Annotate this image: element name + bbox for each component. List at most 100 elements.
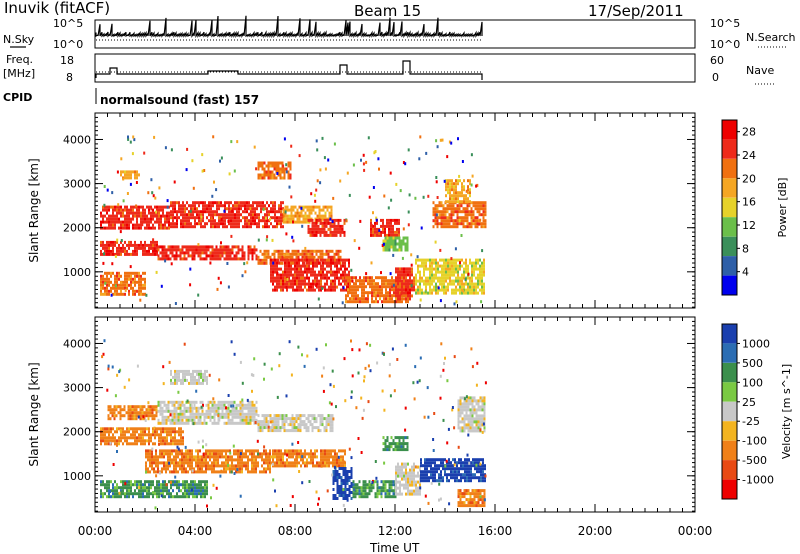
data-cell [168, 495, 170, 499]
data-cell [104, 427, 106, 431]
data-cell [450, 213, 453, 217]
data-cell [311, 218, 314, 222]
data-cell [277, 249, 280, 253]
data-cell [230, 216, 232, 220]
data-cell [330, 261, 332, 265]
data-cell [112, 243, 114, 247]
y-tick-label: 3000 [63, 178, 91, 191]
data-cell [175, 452, 177, 456]
data-cell [120, 252, 122, 256]
data-cell [236, 204, 238, 208]
data-cell [457, 279, 459, 283]
data-cell [144, 495, 146, 499]
data-cell [161, 455, 163, 459]
data-cell [230, 213, 232, 217]
data-cell [348, 258, 350, 262]
data-cell [183, 461, 185, 465]
data-cell [126, 283, 128, 287]
data-cell [302, 279, 304, 283]
data-cell [199, 248, 202, 252]
data-cell [182, 480, 184, 484]
data-cell [306, 282, 308, 286]
data-cell [239, 418, 242, 422]
data-cell [449, 273, 451, 277]
data-cell [384, 227, 386, 231]
data-cell [340, 461, 342, 465]
data-cell [156, 489, 158, 493]
data-cell [173, 449, 175, 453]
data-cell [219, 455, 221, 459]
data-cell [153, 470, 155, 474]
data-cell [330, 461, 332, 465]
data-cell [480, 204, 483, 208]
data-cell [158, 217, 160, 221]
data-cell [221, 251, 224, 255]
data-cell [203, 458, 205, 462]
data-cell [320, 449, 322, 453]
data-cell [294, 258, 296, 262]
data-cell [280, 273, 282, 277]
data-cell [265, 417, 268, 421]
data-cell [249, 400, 252, 404]
data-cell [196, 213, 198, 217]
data-cell [133, 411, 136, 415]
data-cell [170, 213, 172, 217]
data-cell [334, 273, 336, 277]
data-cell [239, 406, 242, 410]
data-cell [191, 458, 193, 462]
data-cell [315, 283, 318, 287]
data-cell [316, 455, 318, 459]
data-cell [118, 217, 120, 221]
data-cell [114, 208, 116, 212]
data-cell [181, 248, 184, 252]
data-cell [144, 246, 146, 250]
data-cell [215, 251, 218, 255]
data-cell [198, 222, 200, 226]
data-cell [312, 208, 315, 212]
data-cell [306, 276, 308, 280]
data-cell [306, 258, 308, 262]
data-cell [134, 226, 136, 230]
data-cell [308, 261, 310, 265]
data-cell [176, 213, 178, 217]
data-cell [116, 486, 118, 490]
data-cell [126, 439, 128, 443]
data-cell [206, 489, 208, 493]
data-cell [177, 245, 180, 249]
data-cell [453, 279, 455, 283]
data-cell [110, 205, 112, 209]
data-cell [128, 274, 130, 278]
data-cell [236, 219, 238, 223]
data-cell [272, 225, 274, 229]
data-cell [120, 281, 123, 285]
data-cell [324, 258, 326, 262]
data-cell [100, 292, 102, 296]
data-cell [112, 246, 114, 250]
data-cell [227, 248, 230, 252]
data-cell [174, 216, 176, 220]
data-cell [357, 294, 359, 298]
data-cell [332, 458, 334, 462]
data-cell [306, 288, 308, 292]
data-cell [236, 140, 239, 144]
data-cell [383, 297, 385, 301]
data-cell [252, 204, 254, 208]
data-cell [373, 279, 375, 283]
data-cell [286, 449, 288, 453]
data-cell [427, 258, 429, 262]
data-cell [444, 216, 447, 220]
data-cell [222, 213, 224, 217]
data-cell [205, 257, 208, 261]
data-cell [251, 467, 253, 471]
data-cell [403, 276, 405, 280]
data-cell [473, 261, 475, 265]
data-cell [195, 409, 198, 413]
data-cell [220, 216, 222, 220]
data-cell [177, 412, 180, 416]
data-cell [130, 442, 132, 446]
data-cell [288, 449, 290, 453]
data-cell [476, 222, 479, 226]
data-cell [211, 251, 214, 255]
data-cell [294, 264, 296, 268]
